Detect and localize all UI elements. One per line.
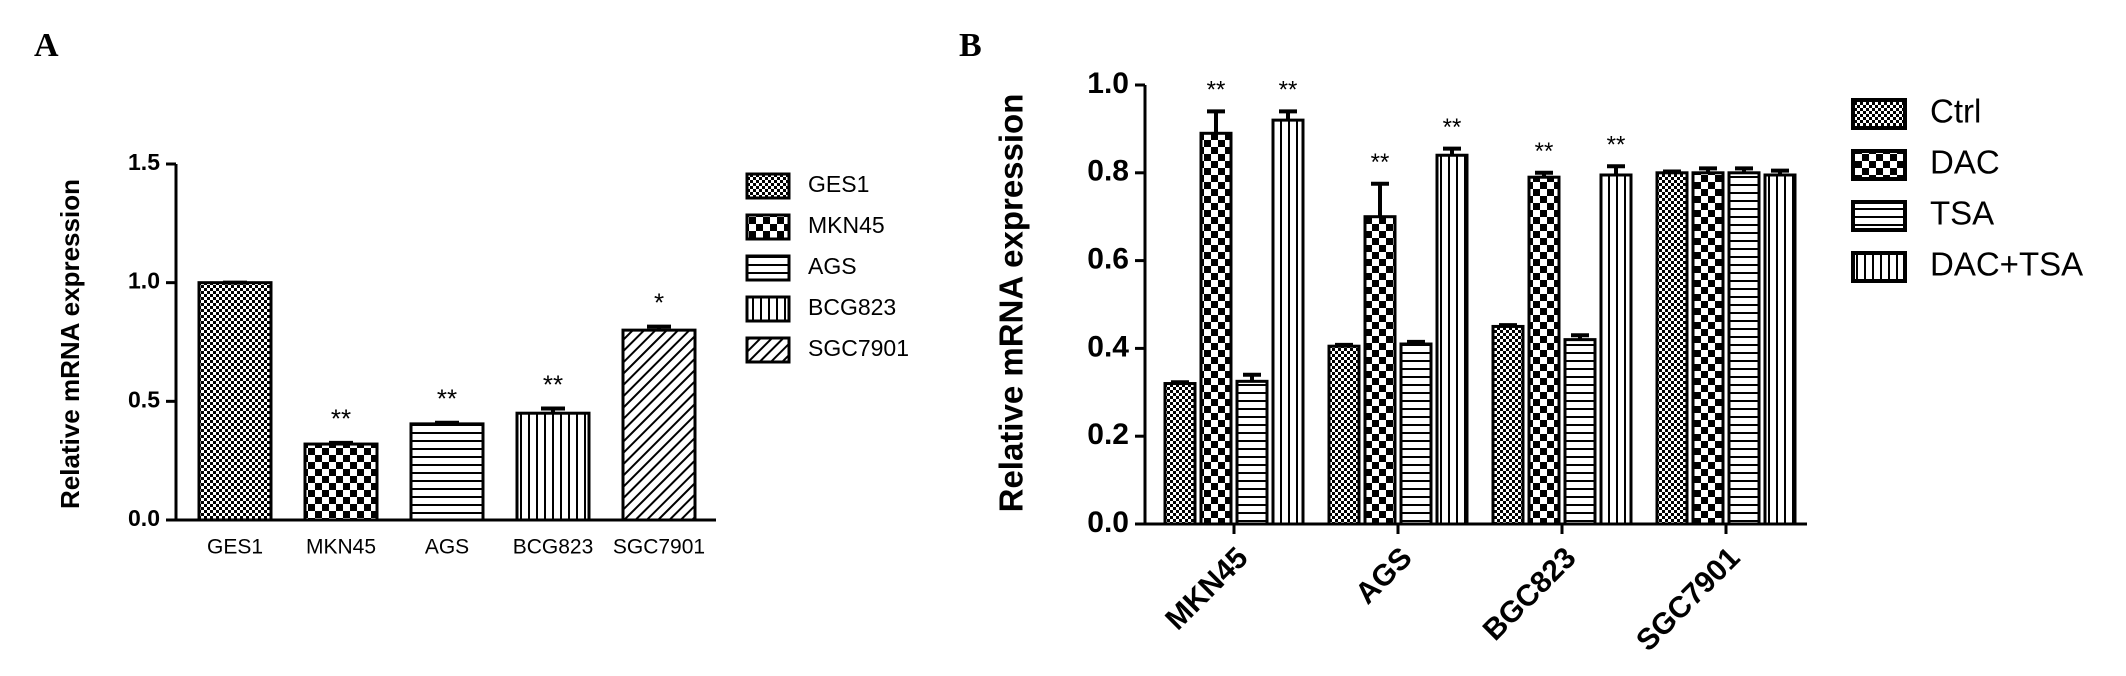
x-tick-label: BCG823 [513, 536, 594, 559]
significance: ** [1207, 77, 1226, 104]
bar [1327, 344, 1361, 526]
bar [1363, 215, 1397, 526]
y-tick-label: 0.5 [128, 386, 160, 412]
x-tick-label: GES1 [207, 536, 263, 559]
significance: * [654, 287, 664, 317]
bar [409, 422, 485, 522]
error-bar [1607, 164, 1625, 175]
error-bar [329, 440, 353, 445]
legend-swatch [1851, 251, 1907, 283]
y-tick-label: 0.2 [1087, 418, 1129, 451]
x-tick-label: MKN45 [1159, 541, 1254, 636]
y-tick-label: 1.5 [128, 149, 160, 175]
legend-label: DAC+TSA [1930, 246, 2083, 283]
x-tick-label: SGC7901 [1630, 541, 1746, 657]
bar [1763, 173, 1797, 526]
error-bar [1663, 169, 1681, 174]
error-bar [1443, 146, 1461, 156]
legend-label: GES1 [808, 171, 869, 197]
y-axis-label: Relative mRNA expression [55, 179, 85, 509]
error-bar [647, 324, 671, 331]
panel-label: A [34, 27, 59, 64]
panel-label: B [959, 27, 982, 64]
y-tick-label: 0.6 [1087, 243, 1129, 276]
legend-label: BCG823 [808, 294, 896, 320]
error-bar [1699, 166, 1717, 173]
error-bar [1535, 170, 1553, 178]
legend-label: TSA [1930, 195, 1994, 232]
legend-swatch [745, 336, 791, 364]
x-tick-label: BGC823 [1477, 541, 1583, 647]
error-bar [1335, 342, 1353, 347]
error-bar [1279, 109, 1297, 121]
error-bar [1735, 166, 1753, 173]
bar [621, 328, 697, 522]
error-bar [1207, 109, 1225, 134]
error-bar [1407, 339, 1425, 345]
legend-swatch [745, 213, 791, 241]
bar [197, 281, 273, 522]
bar [1563, 338, 1597, 526]
error-bar [1571, 333, 1589, 340]
significance: ** [437, 384, 457, 414]
error-bar [1771, 168, 1789, 175]
significance: ** [1279, 77, 1298, 104]
axes [174, 164, 716, 522]
error-bar [541, 406, 565, 414]
legend-swatch [745, 172, 791, 200]
x-tick-label: SGC7901 [613, 536, 705, 559]
significance: ** [1535, 138, 1554, 165]
significance: ** [331, 404, 351, 434]
legend-swatch [745, 295, 791, 323]
y-tick-label: 0.4 [1087, 330, 1129, 363]
y-tick-label: 0.0 [1087, 506, 1129, 539]
y-tick-label: 0.0 [128, 505, 160, 531]
bar [1691, 171, 1725, 526]
y-tick-label: 1.0 [1087, 67, 1129, 100]
error-bar [1499, 323, 1517, 328]
y-axis-label: Relative mRNA expression [993, 94, 1030, 513]
legend-label: Ctrl [1930, 93, 1981, 130]
legend-label: MKN45 [808, 212, 885, 238]
legend-label: DAC [1930, 144, 2000, 181]
error-bar [1171, 380, 1189, 385]
bar [515, 411, 591, 522]
legend-swatch [1851, 200, 1907, 232]
bar [1163, 382, 1197, 526]
bar [1491, 324, 1525, 526]
legend-label: AGS [808, 253, 857, 279]
bar [1655, 171, 1689, 526]
bar [1399, 342, 1433, 526]
bar [1727, 171, 1761, 526]
legend-label: SGC7901 [808, 335, 909, 361]
legend-swatch [745, 254, 791, 282]
error-bar [1371, 181, 1389, 217]
significance: ** [1371, 149, 1390, 176]
x-tick-label: MKN45 [306, 536, 376, 559]
significance: ** [1443, 114, 1462, 141]
bar [303, 442, 379, 522]
bar [1435, 153, 1469, 526]
bar [1527, 175, 1561, 526]
legend-swatch [1851, 149, 1907, 181]
bar [1271, 118, 1305, 526]
significance: ** [543, 369, 563, 399]
y-tick-label: 1.0 [128, 268, 160, 294]
legend-swatch [1851, 98, 1907, 130]
y-tick-label: 0.8 [1087, 155, 1129, 188]
bar [1199, 131, 1233, 526]
significance: ** [1607, 132, 1626, 159]
error-bar [435, 420, 459, 425]
bar [1599, 173, 1633, 526]
axes [1143, 85, 1807, 526]
x-tick-label: AGS [425, 536, 469, 559]
error-bar [1243, 372, 1261, 382]
x-tick-label: AGS [1349, 541, 1418, 610]
bar [1235, 379, 1269, 526]
